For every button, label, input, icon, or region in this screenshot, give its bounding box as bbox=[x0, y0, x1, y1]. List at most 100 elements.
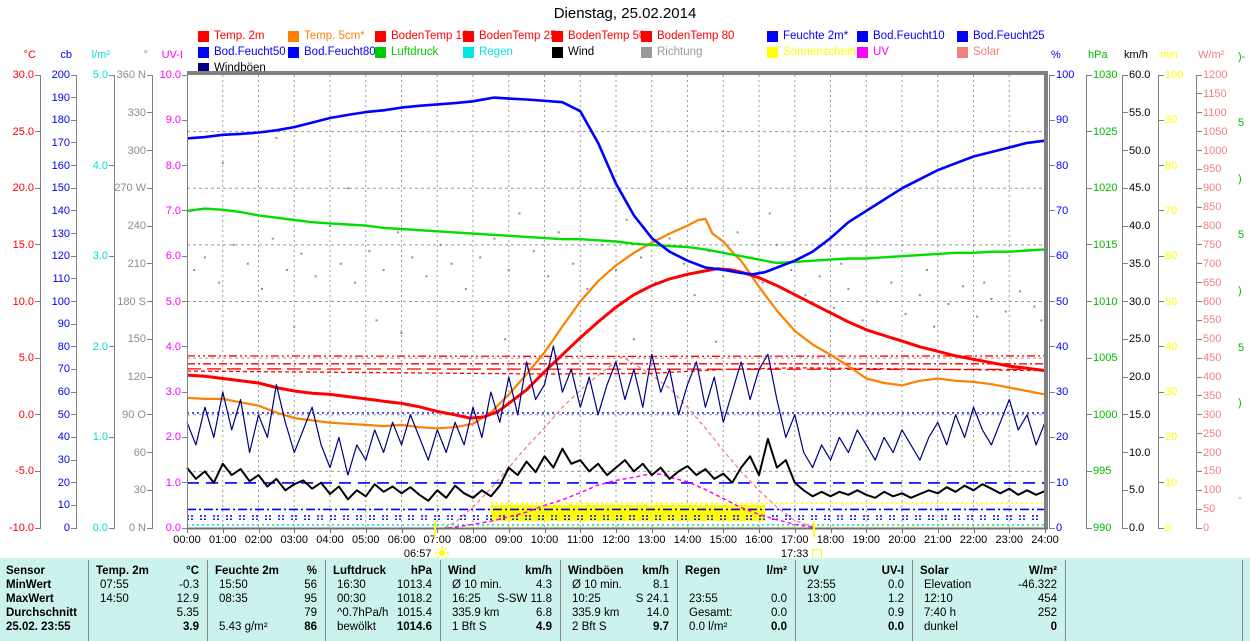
legend-label: Bod.Feucht50 bbox=[214, 46, 286, 58]
table-row-header: 25.02. 23:55 bbox=[6, 621, 71, 633]
legend-swatch-sonnenschein bbox=[767, 47, 778, 58]
direction-dot bbox=[557, 231, 560, 234]
axis-label-wm2: 400 bbox=[1203, 371, 1222, 383]
direction-dot bbox=[354, 281, 357, 284]
axis-label-sunmin: 90 bbox=[1165, 114, 1178, 127]
table-cell-value: S-SW 11.8 bbox=[497, 593, 552, 605]
direction-dot bbox=[261, 287, 264, 290]
axis-label-cb: 120 bbox=[51, 250, 70, 263]
tick-cb bbox=[71, 414, 76, 416]
x-axis-label: 16:00 bbox=[745, 534, 773, 546]
axis-label-lm2: 5.0 bbox=[92, 69, 108, 81]
axis-label-sunmin: 100 bbox=[1165, 69, 1184, 81]
direction-dot bbox=[193, 269, 196, 272]
sunset-marker bbox=[813, 521, 816, 537]
tick-temp_c bbox=[35, 470, 40, 472]
axis-label-sunmin: 40 bbox=[1165, 340, 1178, 353]
table-group-name: Temp. 2m bbox=[96, 565, 149, 577]
legend-label: Temp. 5cm* bbox=[304, 30, 365, 42]
direction-dot bbox=[504, 338, 507, 341]
tick-kmh bbox=[1123, 112, 1128, 114]
axis-label-pct: 50 bbox=[1056, 295, 1069, 308]
axis-label-deg: 60 bbox=[133, 446, 146, 459]
legend-label: BodenTemp 80 bbox=[657, 30, 735, 42]
axis-label-kmh: 50.0 bbox=[1129, 144, 1151, 157]
legend-label: Temp. 2m bbox=[214, 30, 265, 42]
direction-dot bbox=[790, 269, 793, 272]
axis-label-kmh: 10.0 bbox=[1129, 446, 1151, 459]
table-separator bbox=[88, 560, 89, 641]
direction-dot bbox=[411, 256, 414, 259]
axis-label-deg: 300 bbox=[127, 144, 146, 157]
direction-dot bbox=[518, 212, 521, 215]
tick-lm2 bbox=[109, 527, 114, 529]
tick-wm2 bbox=[1197, 527, 1202, 529]
x-axis-label: 05:00 bbox=[351, 534, 380, 546]
axis-line-temp_c bbox=[40, 75, 41, 529]
series-solar bbox=[444, 355, 817, 529]
tick-wm2 bbox=[1197, 319, 1202, 321]
x-axis-label: 15:00 bbox=[709, 534, 738, 546]
axis-label-cb: 130 bbox=[51, 227, 70, 240]
tick-lm2 bbox=[109, 436, 114, 438]
tick-cb bbox=[71, 482, 76, 484]
tick-cb bbox=[71, 436, 76, 438]
x-tick bbox=[508, 528, 510, 533]
edge-fragment: ) bbox=[1238, 285, 1242, 297]
x-tick bbox=[365, 528, 367, 533]
tick-kmh bbox=[1123, 338, 1128, 340]
direction-dot bbox=[875, 300, 878, 303]
axis-label-deg: 240 bbox=[127, 220, 146, 232]
tick-cb bbox=[71, 346, 76, 348]
x-axis-label: 17:00 bbox=[780, 534, 809, 546]
table-group-name: Wind bbox=[448, 565, 476, 577]
axis-label-wm2: 550 bbox=[1203, 314, 1222, 327]
direction-dot bbox=[346, 187, 349, 190]
axis-label-cb: 200 bbox=[51, 69, 70, 81]
tick-sunmin bbox=[1159, 74, 1164, 76]
x-tick bbox=[830, 528, 832, 533]
legend-swatch-feuchte-2m- bbox=[767, 31, 778, 42]
axis-label-wm2: 1050 bbox=[1203, 125, 1228, 138]
tick-wm2 bbox=[1197, 357, 1202, 359]
axis-label-kmh: 0.0 bbox=[1129, 522, 1145, 534]
axis-line-sunmin bbox=[1158, 75, 1159, 529]
axis-label-wm2: 50 bbox=[1203, 503, 1216, 516]
table-cell-value: 252 bbox=[1037, 607, 1057, 619]
series-luftdruck bbox=[186, 207, 1046, 265]
tick-pct bbox=[1050, 301, 1055, 302]
direction-dot bbox=[286, 269, 289, 272]
tick-pct bbox=[1050, 165, 1055, 167]
axis-label-deg: 330 bbox=[127, 106, 146, 119]
axis-label-cb: 100 bbox=[51, 295, 70, 308]
axis-label-wm2: 650 bbox=[1203, 276, 1222, 289]
direction-dot bbox=[221, 162, 224, 165]
axis-label-wm2: 700 bbox=[1203, 257, 1222, 270]
x-axis-label: 23:00 bbox=[995, 534, 1024, 546]
axis-label-deg: 90 O bbox=[122, 408, 146, 421]
axis-label-wm2: 150 bbox=[1203, 465, 1222, 478]
edge-fragment: 5 bbox=[1238, 342, 1245, 354]
x-axis-label: 10:00 bbox=[530, 534, 559, 546]
axis-label-deg: 0 N bbox=[128, 522, 146, 534]
x-tick bbox=[866, 528, 868, 533]
table-separator bbox=[207, 560, 208, 641]
tick-cb bbox=[71, 278, 76, 280]
legend-label: BodenTemp 25 bbox=[479, 30, 557, 42]
axis-label-sunmin: 0 bbox=[1165, 522, 1172, 534]
axis-label-temp_c: -10.0 bbox=[8, 522, 34, 534]
table-cell-label: 2 Bft S bbox=[572, 621, 607, 633]
legend-swatch-bod-feucht10 bbox=[857, 31, 868, 42]
tick-temp_c bbox=[35, 187, 40, 189]
tick-uvi bbox=[182, 482, 187, 484]
axis-label-cb: 190 bbox=[51, 91, 70, 104]
direction-dot bbox=[339, 262, 342, 265]
series-windboeen bbox=[186, 345, 1046, 476]
x-tick bbox=[187, 528, 188, 533]
tick-deg bbox=[147, 489, 152, 491]
axis-label-wm2: 0 bbox=[1203, 522, 1210, 534]
table-cell-label: 16:25 bbox=[452, 593, 481, 605]
table-separator bbox=[560, 560, 561, 641]
direction-dot bbox=[368, 250, 371, 253]
x-axis-label: 19:00 bbox=[852, 534, 881, 546]
